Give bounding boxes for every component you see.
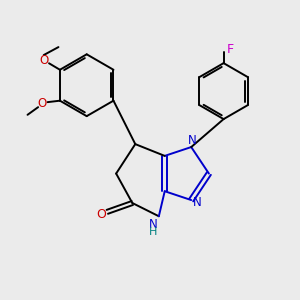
Text: O: O (96, 208, 106, 221)
Text: N: N (149, 218, 158, 231)
Text: H: H (149, 226, 158, 237)
Text: N: N (193, 196, 202, 209)
Text: O: O (37, 97, 46, 110)
Text: N: N (188, 134, 197, 147)
Text: O: O (39, 54, 48, 67)
Text: F: F (226, 43, 234, 56)
